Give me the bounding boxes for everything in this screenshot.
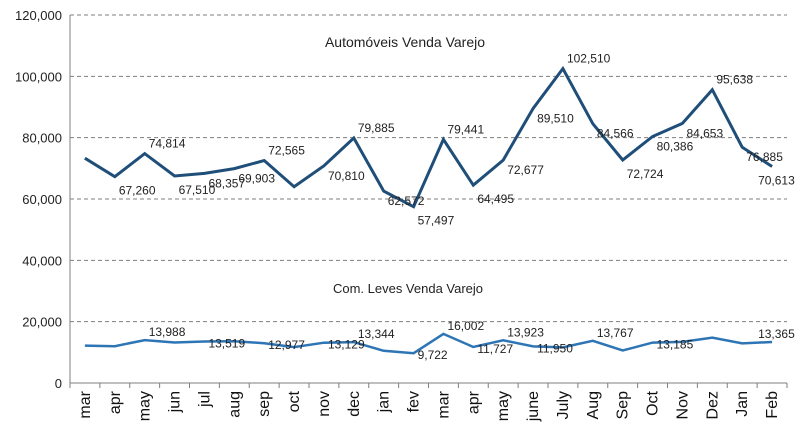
- data-label: 76,885: [746, 150, 783, 164]
- x-tick-label: jun: [167, 391, 184, 413]
- data-label: 62,572: [388, 194, 425, 208]
- series-title-automoveis: Automóveis Venda Varejo: [325, 34, 485, 50]
- data-label: 13,519: [208, 337, 245, 351]
- y-tick-label: 60,000: [22, 192, 62, 207]
- data-label: 13,988: [149, 325, 186, 339]
- x-tick-label: Aug: [585, 391, 602, 419]
- y-tick-label: 0: [55, 376, 62, 391]
- data-label: 57,497: [418, 214, 455, 228]
- data-label: 74,814: [149, 137, 186, 151]
- data-label: 95,638: [716, 73, 753, 87]
- x-tick-label: dec: [346, 391, 363, 417]
- series-line-com-leves: [84, 332, 773, 355]
- series-title-com-leves: Com. Leves Venda Varejo: [333, 281, 483, 296]
- x-axis: mar apr may jun jul aug sep oct nov dec jan fev mar a…: [69, 382, 788, 422]
- y-axis: 0 20,000 40,000 60,000 80,000 100,000 120,000: [15, 8, 71, 391]
- data-label: 70,810: [328, 169, 365, 183]
- data-label: 72,724: [627, 167, 664, 181]
- x-tick-label: Nov: [674, 391, 691, 419]
- y-tick-label: 100,000: [15, 69, 62, 84]
- x-tick-label: Sep: [615, 391, 632, 420]
- x-tick-label: sep: [256, 391, 273, 417]
- series-line-automoveis: [84, 65, 773, 209]
- data-label: 13,344: [358, 327, 395, 341]
- data-label: 72,565: [268, 143, 305, 157]
- data-label: 9,722: [418, 348, 448, 362]
- data-label: 79,885: [358, 121, 395, 135]
- y-tick-label: 20,000: [22, 315, 62, 330]
- data-label: 13,185: [657, 338, 694, 352]
- data-label: 16,002: [447, 319, 484, 333]
- data-label: 12,977: [268, 338, 305, 352]
- x-tick-label: aug: [226, 391, 243, 418]
- x-tick-label: jul: [196, 391, 213, 408]
- data-label: 68,357: [208, 176, 245, 190]
- data-label: 13,767: [597, 326, 634, 340]
- x-tick-label: june: [525, 391, 542, 422]
- data-label: 11,727: [477, 342, 513, 356]
- y-tick-label: 40,000: [22, 253, 62, 268]
- data-label: 67,510: [179, 183, 216, 197]
- x-tick-label: mar: [77, 390, 94, 418]
- data-label: 84,566: [597, 127, 634, 141]
- x-tick-label: nov: [316, 391, 333, 417]
- data-label: 13,365: [758, 327, 795, 341]
- x-tick-label: Oct: [645, 390, 662, 415]
- x-tick-label: mar: [435, 390, 452, 418]
- data-label: 89,510: [537, 112, 574, 126]
- x-tick-label: Dez: [704, 391, 721, 419]
- data-label: 84,653: [686, 126, 723, 140]
- data-label: 70,613: [758, 173, 795, 187]
- y-tick-label: 120,000: [15, 8, 62, 23]
- x-tick-label: may: [495, 391, 512, 421]
- gridlines: [70, 14, 787, 323]
- x-tick-label: Feb: [764, 391, 781, 419]
- data-label: 72,677: [507, 163, 544, 177]
- x-tick-label: fev: [406, 391, 423, 412]
- data-label: 13,129: [328, 338, 365, 352]
- data-label: 67,260: [119, 184, 156, 198]
- x-tick-label: July: [555, 391, 572, 419]
- x-tick-label: oct: [286, 390, 303, 412]
- x-tick-label: may: [137, 391, 154, 421]
- data-label: 13,923: [507, 325, 544, 339]
- x-tick-label: apr: [465, 390, 482, 414]
- data-label: 79,441: [447, 122, 484, 136]
- x-tick-label: jan: [376, 391, 393, 413]
- x-tick-label: apr: [107, 390, 124, 414]
- y-tick-label: 80,000: [22, 131, 62, 146]
- data-label: 11,950: [537, 341, 573, 355]
- data-label: 64,495: [477, 192, 514, 206]
- x-tick-label: Jan: [734, 391, 751, 417]
- series-lines: [84, 65, 773, 355]
- data-label: 80,386: [657, 139, 694, 153]
- data-label: 69,903: [238, 172, 275, 186]
- data-label: 102,510: [567, 52, 611, 66]
